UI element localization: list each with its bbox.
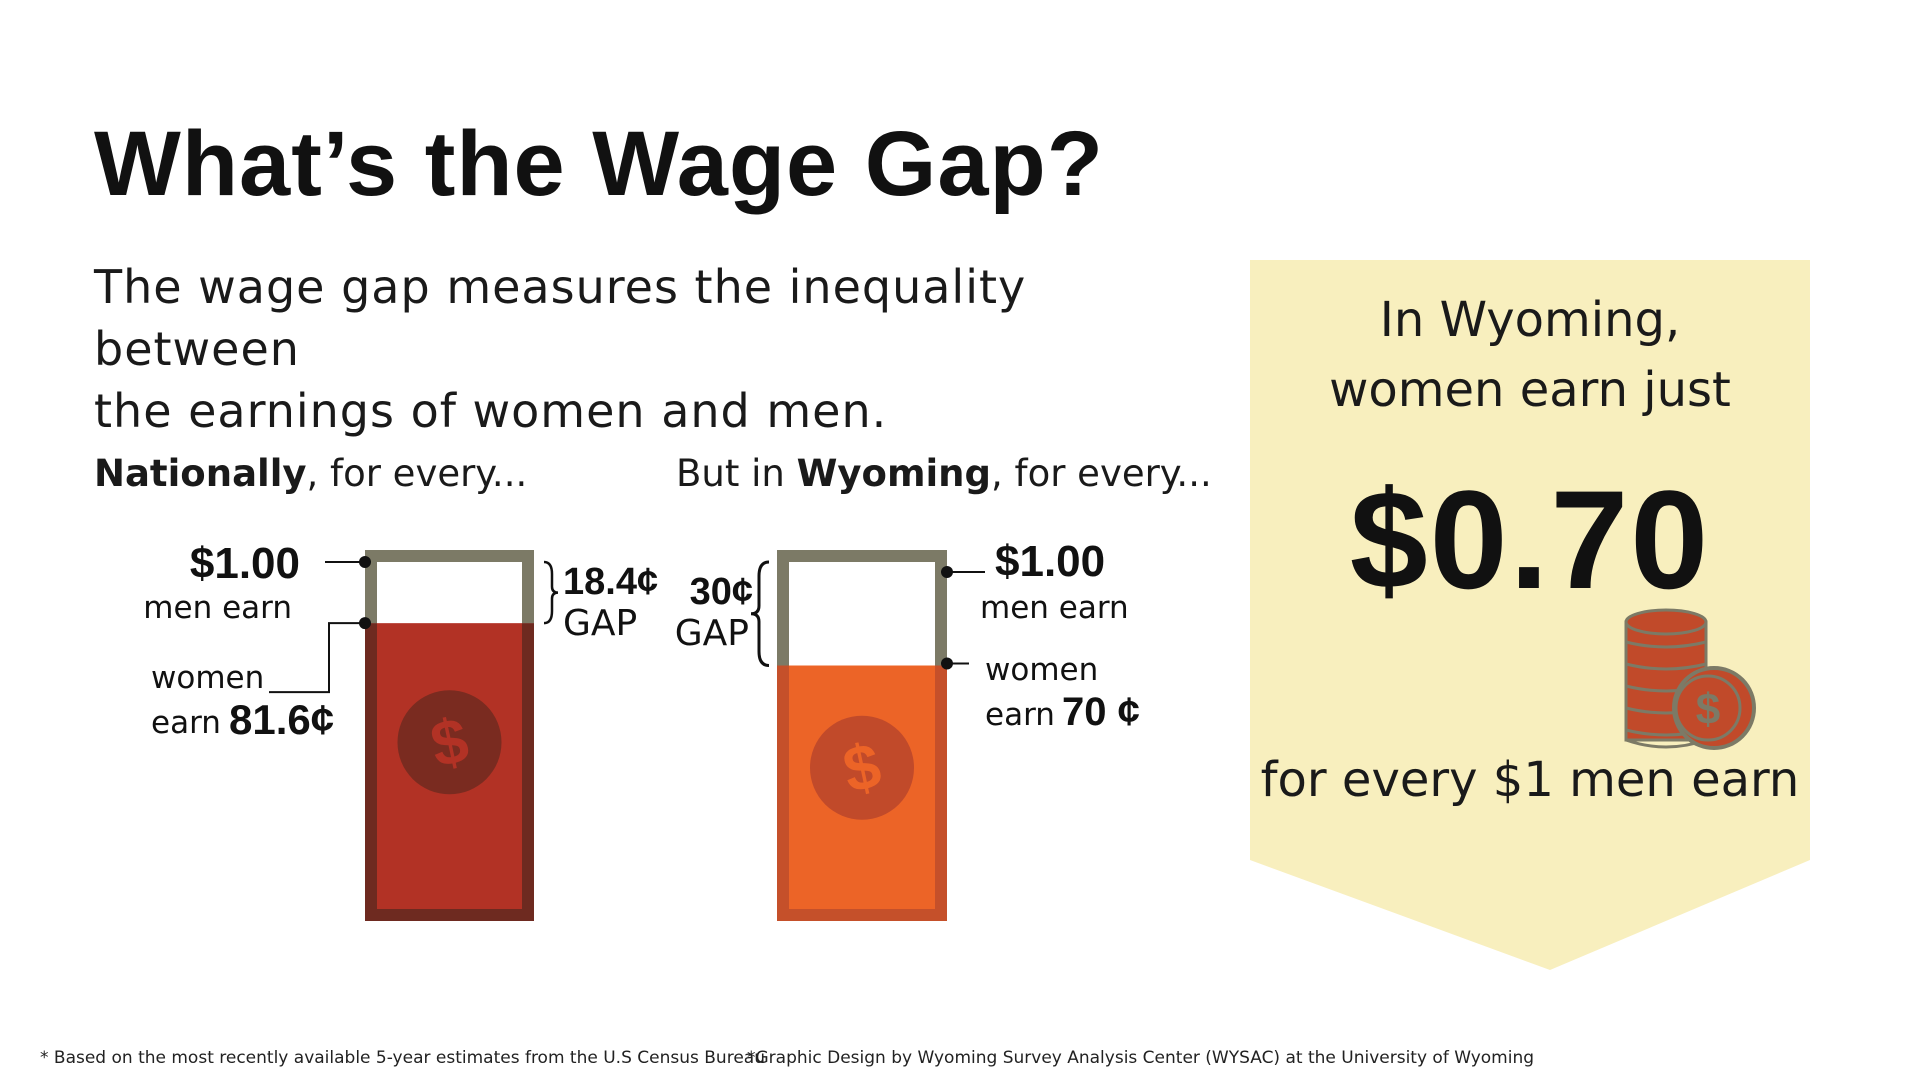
- front-coin-rim: [1674, 674, 1742, 742]
- national-gap-brace: [543, 560, 559, 625]
- national-gap-text: GAP: [563, 603, 637, 644]
- wyoming-gap-amount: 30¢: [690, 571, 753, 613]
- national-dollar-coin-icon: $: [397, 690, 502, 795]
- footnote-source: * Based on the most recently available 5…: [40, 1048, 765, 1068]
- callout-banner-shape: [1250, 260, 1810, 970]
- wyoming-section-label: But in Wyoming, for every...: [676, 452, 1212, 495]
- wyoming-label-rest: , for every...: [991, 452, 1212, 495]
- wyoming-women-amount: 70 ¢: [1062, 690, 1140, 734]
- national-women-leader: [269, 622, 365, 694]
- wyoming-label-bold: Wyoming: [796, 452, 992, 495]
- wyoming-bar-border: [777, 665, 947, 921]
- national-label-rest: , for every...: [306, 452, 528, 495]
- national-bar-group: $ $1.00 men earn women earn 81.6¢ 18.4¢ …: [143, 539, 658, 921]
- wyoming-men-amount: $1.00: [995, 537, 1105, 586]
- national-men-text: men earn: [143, 590, 292, 626]
- wyoming-women-text: women: [985, 652, 1098, 688]
- wyoming-women-earn-text: earn: [985, 697, 1055, 733]
- wyoming-callout: In Wyoming, women earn just $0.70 $ for …: [1250, 260, 1810, 970]
- national-men-amount: $1.00: [190, 539, 300, 588]
- national-men-frame: [365, 550, 534, 624]
- callout-line-2: women earn just: [1329, 362, 1731, 418]
- wyoming-men-text: men earn: [980, 590, 1129, 626]
- subtitle-line-1: The wage gap measures the inequality bet…: [94, 260, 1027, 376]
- national-women-amount: 81.6¢: [229, 696, 334, 743]
- wyoming-gap-brace: [750, 560, 770, 667]
- coin-stack-top: [1624, 608, 1708, 636]
- front-coin-dollar: $: [1696, 685, 1720, 734]
- coin-stack-icon: $: [1624, 608, 1756, 750]
- wyoming-gap-text: GAP: [675, 613, 749, 654]
- national-gap-amount: 18.4¢: [563, 561, 658, 603]
- subtitle: The wage gap measures the inequality bet…: [94, 256, 1144, 442]
- coin-stack-ridge: [1625, 640, 1707, 649]
- national-bar-border: [365, 623, 534, 921]
- subtitle-line-2: the earnings of women and men.: [94, 384, 888, 438]
- callout-line-3: for every $1 men earn: [1260, 752, 1800, 808]
- wyoming-bar-group: $ $1.00 men earn women earn 70 ¢ 30¢ GAP: [675, 537, 1140, 921]
- national-section-label: Nationally, for every...: [94, 452, 527, 495]
- national-label-bold: Nationally: [94, 452, 307, 495]
- coin-stack-ridge: [1625, 662, 1707, 671]
- page-title: What’s the Wage Gap?: [94, 113, 1104, 215]
- callout-value: $0.70: [1349, 461, 1711, 618]
- wyoming-dollar-coin-icon: $: [810, 715, 914, 820]
- callout-line-1: In Wyoming,: [1379, 292, 1681, 348]
- national-women-text: women: [151, 660, 264, 696]
- wyoming-men-frame: [777, 550, 947, 666]
- wyoming-label-prefix: But in: [676, 452, 797, 495]
- national-women-earn-text: earn: [151, 705, 221, 741]
- footnote-credit: *Graphic Design by Wyoming Survey Analys…: [747, 1048, 1535, 1068]
